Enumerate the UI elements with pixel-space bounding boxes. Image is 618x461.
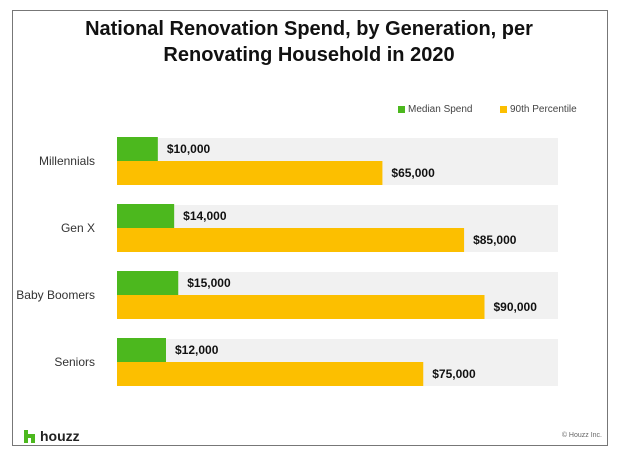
category-label: Gen X bbox=[61, 221, 95, 235]
data-label: $85,000 bbox=[473, 233, 517, 247]
logo-text: houzz bbox=[40, 428, 80, 444]
legend-item-90th: 90th Percentile bbox=[500, 104, 577, 115]
bar-90th-percentile bbox=[117, 295, 485, 319]
legend-label-median: Median Spend bbox=[408, 104, 473, 115]
data-label: $75,000 bbox=[432, 367, 476, 381]
chart-title-line-2: Renovating Household in 2020 bbox=[163, 44, 455, 66]
data-label: $65,000 bbox=[391, 166, 435, 180]
category-label: Millennials bbox=[39, 154, 95, 168]
chart-title-line-1: National Renovation Spend, by Generation… bbox=[85, 18, 533, 40]
category-label: Baby Boomers bbox=[16, 288, 95, 302]
bar-median bbox=[117, 137, 158, 161]
legend-label-90th: 90th Percentile bbox=[510, 104, 577, 115]
data-label: $14,000 bbox=[183, 209, 227, 223]
bar-median bbox=[117, 271, 179, 295]
houzz-h-icon bbox=[24, 429, 35, 443]
copyright: © Houzz Inc. bbox=[561, 432, 602, 439]
data-label: $90,000 bbox=[494, 300, 538, 314]
bar-median bbox=[117, 338, 166, 362]
data-label: $10,000 bbox=[167, 142, 211, 156]
bar-90th-percentile bbox=[117, 362, 424, 386]
houzz-logo: houzz bbox=[24, 428, 80, 444]
bar-90th-percentile bbox=[117, 228, 465, 252]
legend-swatch-90th bbox=[500, 106, 507, 113]
data-label: $15,000 bbox=[187, 276, 231, 290]
category-label: Seniors bbox=[54, 355, 95, 369]
bar-90th-percentile bbox=[117, 161, 383, 185]
bar-median bbox=[117, 204, 175, 228]
data-label: $12,000 bbox=[175, 343, 219, 357]
legend-item-median: Median Spend bbox=[398, 104, 473, 115]
legend-swatch-median bbox=[398, 106, 405, 113]
